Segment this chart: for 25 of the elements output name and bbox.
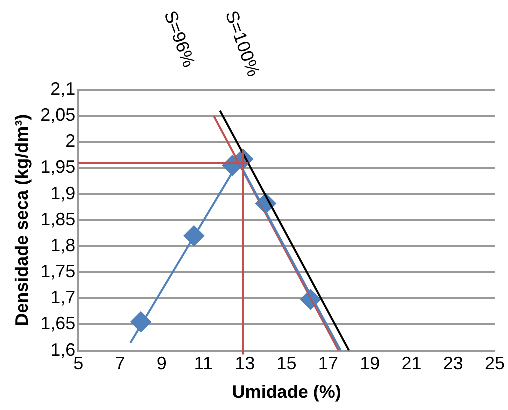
y-tick-label: 1,75 (40, 262, 76, 282)
y-tick-label: 2,1 (50, 78, 76, 99)
y-tick-label: 1,8 (50, 235, 76, 256)
x-tick-label: 17 (318, 354, 338, 374)
y-axis-title: Densidade seca (kg/dm³) (12, 114, 32, 326)
x-tick-label: 23 (443, 354, 464, 374)
x-tick-label: 9 (156, 354, 167, 374)
y-tick-label: 1,9 (50, 183, 76, 204)
x-tick-label: 25 (484, 354, 506, 374)
x-tick-label: 19 (360, 354, 380, 374)
y-tick-label: 1,85 (40, 209, 76, 230)
text: S=96% (160, 8, 200, 70)
x-tick-label: 5 (74, 354, 84, 374)
x-tick-label: 7 (115, 354, 126, 374)
y-tick-label: 2,05 (40, 105, 76, 126)
y-tick-label: 2 (66, 131, 76, 152)
y-tick-label: 1,7 (50, 288, 76, 308)
x-axis-title: Umidade (%) (232, 382, 342, 402)
x-tick-label: 15 (276, 354, 297, 374)
y-tick-label: 1,65 (40, 314, 76, 334)
x-tick-label: 21 (402, 354, 422, 374)
x-tick-label: 11 (194, 354, 213, 374)
x-tick-label: 13 (235, 354, 256, 374)
y-tick-label: 1,6 (50, 340, 76, 360)
y-tick-label: 1,95 (40, 157, 76, 178)
